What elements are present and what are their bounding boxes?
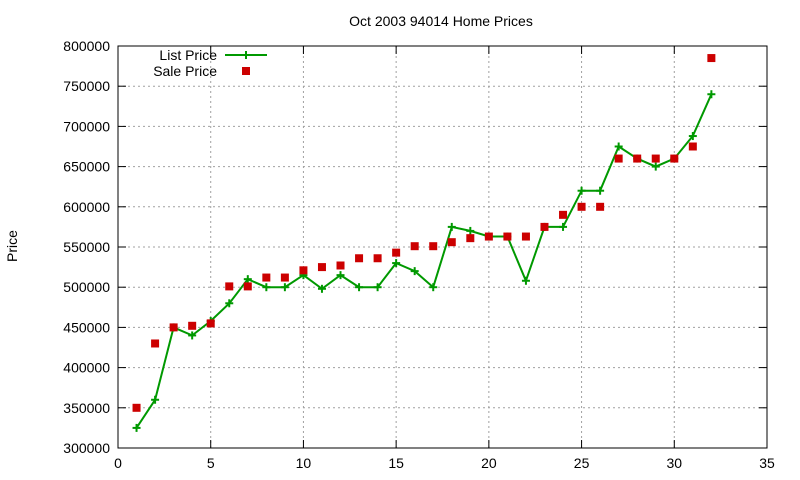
list-price-point — [262, 283, 271, 292]
sale-price-point — [503, 232, 512, 241]
y-tick-label: 650000 — [63, 159, 110, 175]
plot-frame — [117, 45, 768, 449]
y-tick-label: 750000 — [63, 78, 110, 94]
list-price-line — [135, 93, 713, 429]
sale-price-point — [280, 273, 289, 282]
y-tick-label: 550000 — [63, 239, 110, 255]
list-price-point — [688, 132, 697, 141]
y-tick-label: 500000 — [63, 279, 110, 295]
sale-price-point — [355, 254, 364, 263]
list-price-point — [521, 276, 530, 285]
sale-price-point — [466, 234, 475, 243]
list-price-point — [132, 423, 141, 432]
x-tick-label: 10 — [296, 455, 312, 471]
y-axis-label: Price — [4, 230, 20, 262]
sale-price-point — [521, 232, 530, 241]
sale-price-point — [559, 210, 568, 219]
list-price-point — [355, 283, 364, 292]
list-price-point — [559, 222, 568, 231]
sale-price-point — [540, 222, 549, 231]
sale-price-point — [707, 54, 716, 63]
list-price-point — [243, 275, 252, 284]
sale-price-point — [410, 242, 419, 251]
list-price-point — [188, 331, 197, 340]
list-price-point — [225, 299, 234, 308]
legend-label-list-price: List Price — [159, 47, 217, 63]
list-price-point — [466, 226, 475, 235]
series-layer — [132, 54, 716, 432]
sale-price-point — [447, 238, 456, 247]
legend-marker-sale-price — [242, 67, 250, 75]
x-tick-label: 35 — [759, 455, 775, 471]
sale-price-point — [614, 154, 623, 163]
sale-price-point — [670, 154, 679, 163]
sale-price-point — [243, 282, 252, 291]
sale-price-point — [633, 154, 642, 163]
list-price-point — [373, 283, 382, 292]
sale-price-point — [429, 242, 438, 251]
list-price-point — [577, 186, 586, 195]
list-price-point — [151, 395, 160, 404]
x-tick-label: 20 — [481, 455, 497, 471]
x-axis-ticks: 0 5 10 15 20 25 30 35 — [114, 46, 775, 471]
sale-price-point — [688, 142, 697, 151]
y-axis-ticks: 300000 350000 400000 450000 500000 550000 6000… — [63, 38, 767, 456]
sale-price-point — [188, 321, 197, 330]
y-tick-label: 450000 — [63, 319, 110, 335]
list-price-point — [651, 162, 660, 171]
sale-price-point — [299, 266, 308, 275]
sale-price-point — [336, 261, 345, 270]
sale-price-point — [596, 202, 605, 211]
sale-price-point — [317, 263, 326, 272]
list-price-point — [280, 283, 289, 292]
sale-price-point — [132, 403, 141, 412]
x-tick-label: 25 — [574, 455, 590, 471]
sale-price-point — [651, 154, 660, 163]
list-price-point — [447, 222, 456, 231]
x-tick-label: 5 — [207, 455, 215, 471]
list-price-point — [596, 186, 605, 195]
list-price-point — [614, 142, 623, 151]
x-tick-label: 0 — [114, 455, 122, 471]
list-price-point — [707, 90, 716, 99]
y-tick-label: 600000 — [63, 199, 110, 215]
legend-label-sale-price: Sale Price — [153, 63, 217, 79]
chart-title: Oct 2003 94014 Home Prices — [349, 13, 533, 29]
list-price-point — [410, 267, 419, 276]
x-tick-label: 15 — [388, 455, 404, 471]
sale-price-point — [262, 273, 271, 282]
x-tick-label: 30 — [666, 455, 682, 471]
sale-price-point — [206, 319, 215, 328]
y-tick-label: 400000 — [63, 360, 110, 376]
sale-price-point — [484, 232, 493, 241]
list-price-point — [317, 284, 326, 293]
sale-price-point — [225, 282, 234, 291]
sale-price-point — [373, 254, 382, 263]
sale-price-point — [151, 339, 160, 348]
grid-lines — [118, 46, 767, 448]
y-tick-label: 800000 — [63, 38, 110, 54]
y-tick-label: 350000 — [63, 400, 110, 416]
sale-price-point — [169, 323, 178, 332]
y-tick-label: 300000 — [63, 440, 110, 456]
sale-price-point — [392, 248, 401, 257]
sale-price-point — [577, 202, 586, 211]
list-price-point — [429, 283, 438, 292]
list-price-point — [392, 259, 401, 268]
y-tick-label: 700000 — [63, 118, 110, 134]
list-price-point — [336, 271, 345, 280]
